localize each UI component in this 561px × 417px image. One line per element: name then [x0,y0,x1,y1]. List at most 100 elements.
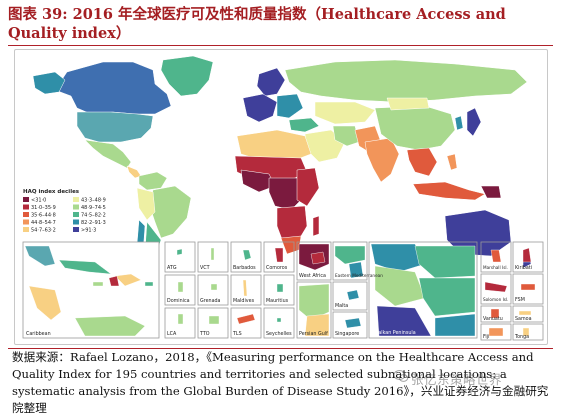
inset-shapes [24,243,536,337]
region-greenland [160,55,214,97]
legend-label: >91·3 [81,228,96,234]
label-tls: TLS [232,331,242,337]
shape-malta [346,289,360,301]
shape-eastmed-2 [348,261,364,279]
region-korea [454,115,464,131]
inset-samoa [512,305,544,323]
label-seychelles: Seychelles [266,331,292,337]
inset-eastern-mediterranean [332,241,368,281]
legend-label: 48·9–74·5 [81,205,106,211]
shape-barbados [242,249,252,261]
shape-comoros [274,247,284,263]
shape-fiji [488,327,504,337]
shape-seychelles [276,317,282,323]
legend-label: 44·8–54·7 [31,220,56,226]
legend-swatch [23,204,29,210]
region-central-america [126,165,142,179]
region-scandinavia [256,67,286,97]
map-card: HAQ index deciles <31·0 43·3–48·9 31·0–35·… [14,49,548,345]
region-brazil [148,185,192,239]
region-west-africa [240,169,276,193]
legend-swatch [73,219,79,225]
shape-vct [210,247,215,261]
shape-maldives [242,279,248,297]
region-png [480,185,502,199]
caribbean-hispaniola [114,273,142,287]
legend-swatch [23,219,29,225]
legend-swatch [23,227,29,232]
caribbean-central-am [28,285,62,321]
label-solomon: Solomon Isl. [483,297,508,302]
label-tonga: Tonga [514,334,529,340]
legend-label: <31·0 [31,198,46,204]
caribbean-haiti [108,275,120,287]
shape-balkan-1 [370,243,426,273]
label-lca: LCA [167,331,177,337]
region-south-africa [280,235,302,255]
caribbean-cuba [58,259,112,275]
shape-balkan-3 [374,265,426,307]
legend-swatch [73,204,79,210]
legend-swatch [73,227,79,232]
inset-marshall [480,241,512,273]
shape-solomon [484,281,508,293]
region-alaska [32,71,66,95]
label-fiji: Fiji [483,334,489,340]
legend-items: <31·0 43·3–48·9 31·0–35·9 48·9–74·5 35·6–44·… [23,197,106,234]
region-east-africa [296,167,320,207]
shape-balkan-6 [434,313,476,337]
shape-dominica [177,281,184,293]
region-philippines [446,153,458,171]
caribbean-florida [24,245,56,267]
inset-solomon [480,273,512,305]
legend-label: 82·2–91·3 [81,220,106,226]
region-mexico [84,139,132,169]
region-canada [54,61,172,115]
caribbean-puerto-rico [144,281,154,287]
shape-marshall [490,249,502,263]
inset-singapore [332,311,368,339]
label-balkan: Balkan Peninsula [375,330,416,336]
region-eastern-europe [276,93,304,119]
wechat-logo-icon [393,370,409,382]
label-comoros: Comoros [266,265,288,271]
inset-vanuatu [480,305,512,323]
region-north-africa [236,129,312,161]
shape-singapore [344,317,362,329]
shape-tonga [522,327,530,337]
label-barbados: Barbados [233,265,256,271]
label-east-med: Eastern Mediterranean [335,273,383,278]
label-persian-gulf: Persian Gulf [299,331,328,337]
figure-frame [8,45,553,349]
label-malta: Malta [335,303,348,309]
inset-mauritius [263,274,295,306]
inset-fiji [480,323,512,341]
inset-grenada [197,274,229,306]
inset-tls [230,307,262,339]
inset-dominica [164,274,196,306]
shape-grenada [210,283,218,291]
shape-tls [236,313,256,325]
inset-malta [332,281,368,311]
region-china [374,105,456,151]
inset-persian-gulf [296,281,332,339]
main-map [32,55,532,277]
label-grenada: Grenada [200,298,221,304]
label-kiribati: Kiribati [515,265,532,271]
inset-atg [164,241,196,273]
legend-label: 35·6–44·8 [31,213,56,219]
label-samoa: Samoa [515,316,532,322]
label-marshall: Marshall Isl. [483,265,508,270]
inset-lca [164,307,196,339]
inset-labels: Caribbean ATG VCT Barbados Comoros Domin… [26,265,532,340]
region-madagascar [312,215,320,237]
label-tto: TTO [199,331,210,337]
label-atg: ATG [167,265,177,271]
shape-samoa [518,310,532,316]
legend: HAQ index deciles <31·0 43·3–48·9 31·0–35·… [23,189,106,234]
label-caribbean: Caribbean [26,331,51,337]
shape-atg [176,248,183,256]
region-peru-bolivia [136,187,156,221]
region-india [364,137,400,183]
inset-barbados [230,241,262,273]
